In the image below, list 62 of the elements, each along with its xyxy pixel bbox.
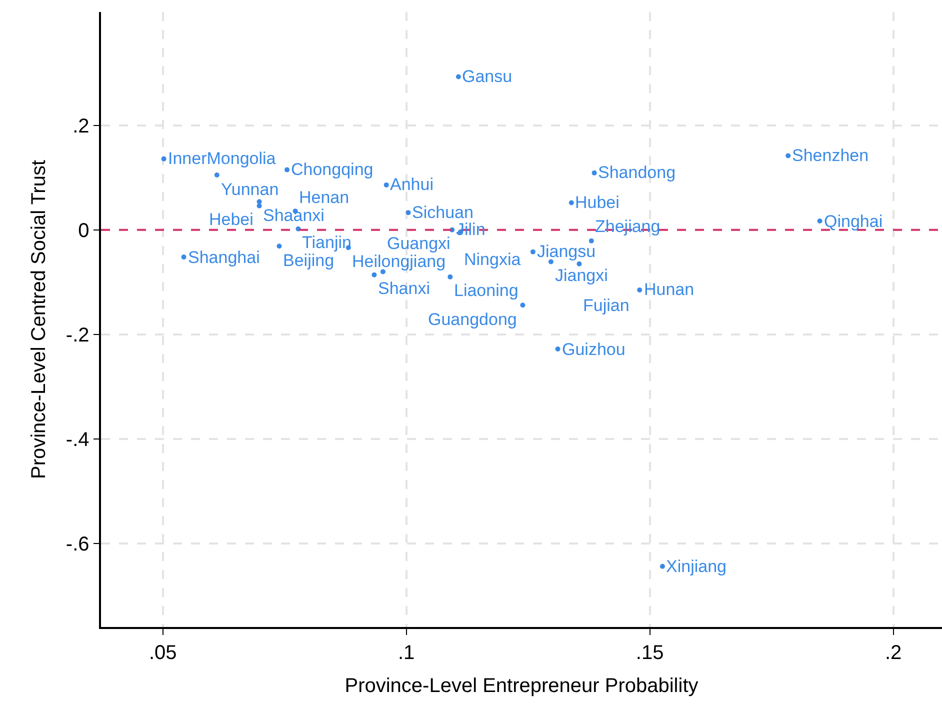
annotation: Zhejiang (595, 217, 660, 236)
x-axis-title: Province-Level Entrepreneur Probability (344, 674, 698, 697)
y-tick-label: -.2 (66, 324, 90, 346)
annotation: Jiangxi (555, 266, 608, 285)
annotation: InnerMongolia (168, 149, 276, 168)
point (384, 182, 389, 188)
y-axis-title: Province-Level Centred Social Trust (28, 160, 50, 480)
point (276, 244, 282, 249)
point (161, 156, 166, 162)
point (406, 210, 411, 216)
annotation: Hunan (644, 280, 694, 299)
point (448, 274, 453, 280)
point (456, 74, 461, 80)
point (214, 172, 220, 178)
annotation: Yunnan (221, 180, 279, 199)
y-tick-label: .2 (72, 115, 90, 138)
x-tick-label: .1 (398, 642, 415, 664)
point (817, 218, 822, 224)
x-tick-label: .2 (884, 642, 902, 664)
annotation: Beijing (283, 251, 334, 270)
annotation: Xinjiang (666, 557, 726, 576)
point (181, 254, 186, 260)
point (576, 261, 582, 266)
annotation: Hubei (575, 193, 620, 212)
annotation: Shenzhen (792, 146, 869, 165)
annotation: Ningxia (464, 250, 522, 269)
annotation: Heilongjiang (352, 252, 446, 271)
point (520, 302, 526, 308)
y-tick-label: -.4 (66, 428, 90, 451)
annotation: Qinghai (824, 212, 883, 231)
annotation: Jiangsu (537, 242, 596, 261)
point (256, 203, 262, 208)
point (592, 170, 597, 176)
point (660, 564, 665, 569)
annotation: Gansu (462, 67, 512, 86)
annotation: Shanxi (378, 279, 430, 298)
annotation: Liaoning (454, 281, 518, 300)
point (372, 272, 377, 278)
y-tick-label: 0 (78, 220, 90, 242)
annotation: Anhui (390, 175, 434, 194)
point (284, 167, 290, 172)
annotation: Guizhou (562, 340, 626, 359)
point (786, 153, 791, 158)
x-tick-label: .05 (148, 642, 177, 664)
annotation: Guangdong (428, 310, 517, 329)
y-tick-label: -.6 (66, 533, 90, 556)
point (637, 287, 642, 292)
annotation: Sichuan (412, 203, 474, 222)
x-tick-label: .15 (636, 642, 664, 664)
annotation: Hebei (209, 210, 254, 229)
annotation: Shaanxi (263, 206, 324, 225)
point (555, 346, 560, 352)
annotation: Shandong (598, 163, 676, 182)
point (588, 238, 594, 244)
annotation: Tianjin (302, 233, 352, 252)
point (568, 200, 574, 206)
annotation: Shanghai (188, 248, 260, 267)
annotation: Guangxi (387, 234, 450, 253)
point (530, 249, 536, 254)
annotation: Chongqing (291, 160, 374, 179)
annotation: Fujian (583, 296, 630, 315)
annotation: Henan (299, 188, 350, 207)
